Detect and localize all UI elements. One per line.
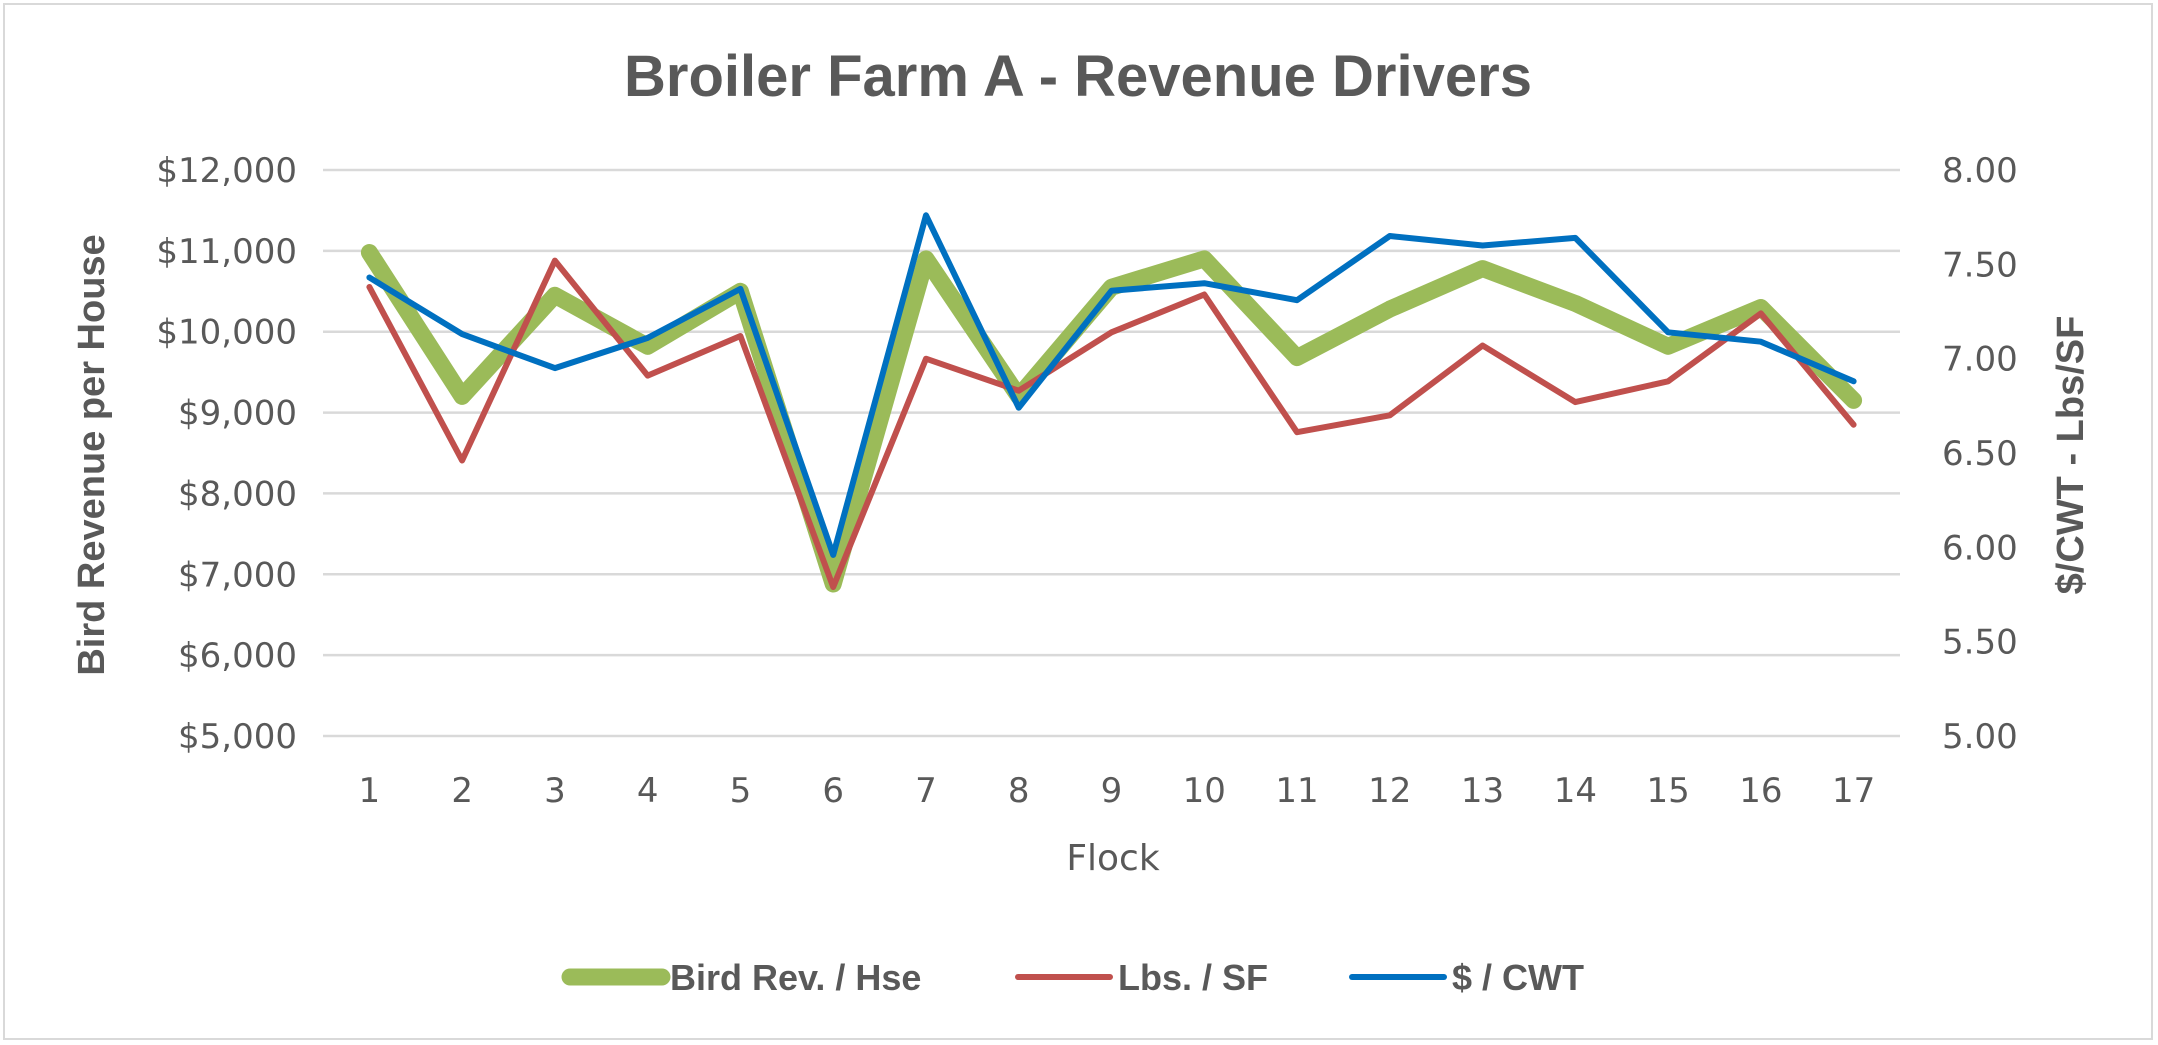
left-tick-label: $7,000 — [178, 555, 297, 595]
x-tick-label: 9 — [1101, 771, 1123, 811]
left-axis-ticks: $5,000 $6,000 $7,000 $8,000 $9,000 $10,000 $11… — [156, 151, 297, 757]
left-tick-label: $10,000 — [156, 313, 297, 353]
right-tick-label: 5.50 — [1942, 623, 2018, 663]
left-tick-label: $8,000 — [178, 474, 297, 514]
chart-frame — [3, 3, 2153, 1040]
series-line-cwt — [366, 212, 1857, 558]
x-axis-title: Flock — [1066, 838, 1160, 879]
x-tick-label: 8 — [1008, 771, 1030, 811]
left-tick-label: $12,000 — [156, 151, 297, 191]
right-axis-title: $/CWT - Lbs/SF — [2050, 316, 2092, 595]
gridlines — [323, 168, 1900, 738]
x-tick-label: 7 — [915, 771, 937, 811]
x-tick-label: 2 — [451, 771, 473, 811]
left-tick-label: $11,000 — [156, 232, 297, 272]
left-tick-label: $6,000 — [178, 636, 297, 676]
x-tick-label: 15 — [1646, 771, 1689, 811]
legend-item: Lbs. / SF — [1015, 957, 1268, 998]
x-tick-label: 11 — [1275, 771, 1318, 811]
x-tick-label: 14 — [1554, 771, 1597, 811]
right-tick-label: 7.00 — [1942, 340, 2018, 380]
series-line-bird-rev-hse — [360, 244, 1863, 593]
x-axis-ticks: 1 2 3 4 5 6 7 8 9 10 11 12 13 14 15 16 17 — [359, 771, 1876, 811]
legend-item: $ / CWT — [1349, 957, 1584, 998]
right-axis-ticks: 5.00 5.50 6.00 6.50 7.00 7.50 8.00 — [1942, 151, 2018, 757]
x-tick-label: 17 — [1832, 771, 1875, 811]
x-tick-label: 1 — [359, 771, 381, 811]
left-axis-title: Bird Revenue per House — [71, 234, 113, 675]
x-tick-label: 13 — [1461, 771, 1504, 811]
x-tick-label: 4 — [637, 771, 659, 811]
legend: Bird Rev. / Hse Lbs. / SF $ / CWT — [561, 957, 1584, 998]
x-tick-label: 12 — [1368, 771, 1411, 811]
right-tick-label: 5.00 — [1942, 717, 2018, 757]
right-tick-label: 6.50 — [1942, 434, 2018, 474]
left-tick-label: $5,000 — [178, 717, 297, 757]
right-tick-label: 8.00 — [1942, 151, 2018, 191]
legend-label: $ / CWT — [1452, 957, 1584, 998]
x-tick-label: 10 — [1183, 771, 1226, 811]
right-tick-label: 7.50 — [1942, 245, 2018, 285]
x-tick-label: 6 — [822, 771, 844, 811]
right-tick-label: 6.00 — [1942, 528, 2018, 568]
left-tick-label: $9,000 — [178, 394, 297, 434]
x-tick-label: 3 — [544, 771, 566, 811]
legend-item: Bird Rev. / Hse — [561, 957, 921, 998]
x-tick-label: 16 — [1739, 771, 1782, 811]
chart-title: Broiler Farm A - Revenue Drivers — [624, 44, 1532, 109]
legend-label: Bird Rev. / Hse — [670, 957, 921, 998]
x-tick-label: 5 — [730, 771, 752, 811]
legend-label: Lbs. / SF — [1118, 957, 1268, 998]
series-line-lbs-sf — [366, 257, 1857, 590]
series-lines — [360, 212, 1863, 593]
